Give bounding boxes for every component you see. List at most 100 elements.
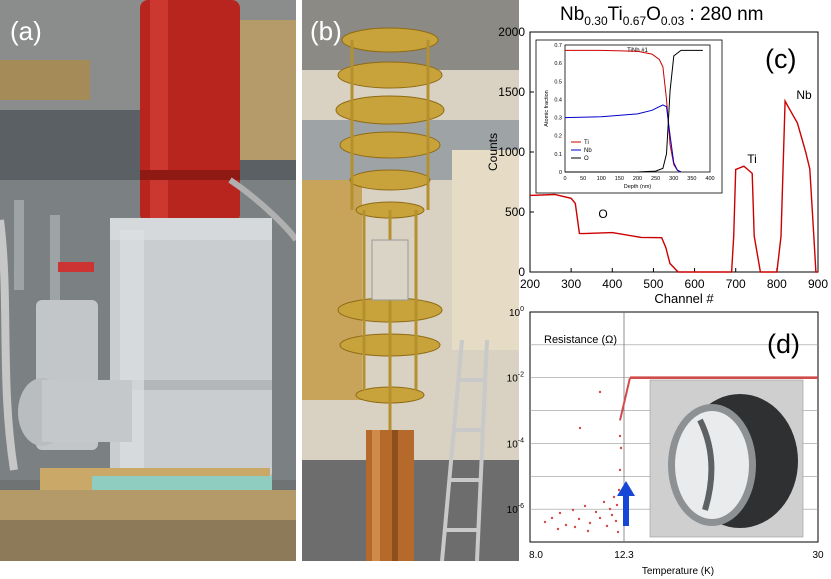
data-point [573,525,577,529]
inset-x-tick-label: 150 [615,176,624,182]
x-tick-label: 400 [602,277,622,291]
panel-label-d: (d) [767,329,800,359]
x-tick-label: 700 [726,277,746,291]
x-tick-label: 800 [767,277,787,291]
data-point [615,503,619,507]
ring-photo-reflection [697,418,715,511]
ring-photo-outer [682,394,798,528]
x-tick-label: 300 [561,277,581,291]
data-point [583,504,587,508]
inset-x-tick-label: 250 [651,176,660,182]
inset-title: TiNb #1 [627,48,648,54]
x-tick-label: 30 [812,550,824,561]
x-tick-label: 600 [685,277,705,291]
inset-y-tick-label: 0.1 [554,152,562,158]
ring-photo-inner-wall [668,404,756,526]
title-ti-sub: 0.67 [622,13,647,28]
x-tick-label: 500 [643,277,663,291]
inset-legend-label: Ti [584,140,589,146]
annotation-o: O [598,207,607,221]
photo-panel-b: (b) [302,0,519,561]
chart-c-inset: TiNb #1 0 50 100 150 200 250 300 350 400 0 0.1 0.2 0.… [535,39,723,194]
x-axis-label: Temperature (K) [642,566,714,577]
tc-arrow-head [617,481,635,496]
title-nb: Nb [560,4,585,25]
data-point [571,508,575,512]
inset-legend-label: Nb [584,148,592,154]
title-nb-sub: 0.30 [584,13,608,28]
data-point [556,527,560,531]
chart-c-frame [529,31,819,273]
spectrum-line [529,98,818,273]
data-point [598,516,602,520]
inset-x-tick-label: 350 [687,176,696,182]
panel-label-a: (a) [10,16,42,46]
inset-frame [564,44,711,173]
x-tick-label: 900 [808,277,828,291]
panel-label-c: (c) [765,44,796,74]
inset-x-tick-label: 50 [580,176,586,182]
x-tick-label: 200 [520,277,540,291]
inset-x-tick-label: 200 [633,176,642,182]
x-axis-label: Channel # [654,291,714,306]
x-tick-label: 8.0 [529,550,543,561]
y-tick-label: 0 [518,265,525,279]
data-point [618,468,622,472]
data-point [612,495,616,499]
y-axis-label: Resistance (Ω) [544,334,617,346]
title-o-sub: 0.03 [660,13,685,28]
inset-legend-label: O [584,156,589,162]
inset-series-nb [564,104,682,173]
panel-label-b: (b) [310,16,342,46]
photo-panel-a: (a) [0,0,296,561]
inset-x-tick-label: 0 [563,176,566,182]
chart-c-title: Nb0.30Ti0.67O0.03 : 280 nm [560,4,764,28]
annotation-ti: Ti [747,152,757,166]
data-point [543,520,547,524]
data-point [598,390,602,394]
data-point [616,530,620,534]
y-tick-exponent: 0 [520,306,524,313]
inset-y-tick-label: 0.3 [554,116,562,122]
inset-y-tick-label: 0.6 [554,61,562,67]
ring-photo-interior [675,411,749,519]
ring-photo-background [649,379,804,538]
inset-background [535,39,723,194]
inset-x-tick-label: 300 [669,176,678,182]
inset-y-tick-label: 0 [559,170,562,176]
x-tick-label: 12.3 [614,550,634,561]
title-o: O [646,4,661,25]
inset-y-tick-label: 0.4 [554,97,562,103]
inset-y-tick-label: 0.7 [554,43,562,49]
inset-y-axis-label: Atomic fraction [544,90,550,126]
inset-x-tick-label: 400 [705,176,714,182]
data-point [558,511,562,515]
inset-x-axis-label: Depth (nm) [624,184,652,190]
chart-d-frame [529,311,819,543]
title-thickness: : 280 nm [684,4,764,25]
data-point [586,529,590,533]
data-point [594,510,598,514]
data-point [608,507,612,511]
data-point [602,500,606,504]
title-ti: Ti [607,4,623,25]
data-point [564,523,568,527]
data-point [577,517,581,521]
inset-series-o [565,49,703,173]
cryostat-photo-illustration [0,0,296,561]
annotation-nb: Nb [796,88,812,102]
data-point [578,426,582,430]
data-point [614,519,618,523]
data-point [617,488,621,492]
inset-x-tick-label: 100 [597,176,606,182]
data-point [605,524,609,528]
inset-y-tick-label: 0.5 [554,79,562,85]
inset-series-ti [565,49,682,173]
data-point [610,513,614,517]
chart-c-axes: 200 300 400 500 600 700 800 9000500100015002000… [486,25,828,306]
cavity-insert-photo-illustration [302,0,519,561]
inset-y-tick-label: 0.2 [554,134,562,140]
data-point [550,516,554,520]
data-point [618,434,622,438]
